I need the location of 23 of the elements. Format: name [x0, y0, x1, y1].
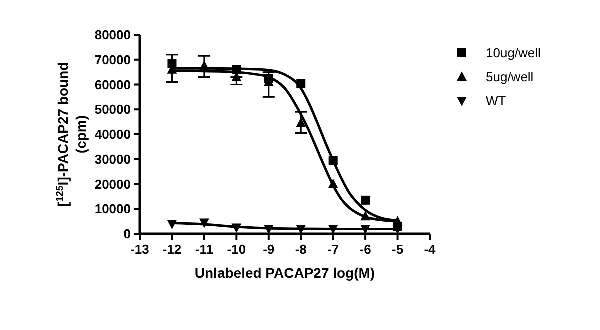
legend-label: 5ug/well [486, 70, 534, 85]
y-tick-label: 20000 [94, 176, 131, 192]
x-tick-label: -10 [227, 242, 246, 257]
x-tick-label: -6 [360, 242, 372, 257]
legend-label: WT [486, 94, 506, 109]
x-tick-label: -13 [130, 242, 150, 257]
x-axis-title: Unlabeled PACAP27 log(M) [194, 265, 376, 281]
y-tick-label: 60000 [94, 77, 131, 92]
y-tick-label: 80000 [94, 28, 131, 43]
y-tick-label: 50000 [94, 102, 131, 118]
x-tick-label: -9 [263, 242, 275, 257]
legend-label: 10ug/well [486, 46, 542, 61]
x-tick-label: -8 [295, 242, 307, 257]
x-tick-label: -11 [195, 242, 214, 257]
x-tick-label: -12 [162, 242, 182, 257]
x-tick-label: -4 [424, 242, 437, 257]
x-tick-label: -5 [392, 242, 404, 257]
y-tick-label: 0 [124, 226, 131, 242]
y-tick-label: 70000 [94, 52, 131, 68]
y-tick-label: 40000 [94, 127, 131, 142]
y-tick-label: 30000 [94, 152, 131, 167]
y-tick-label: 10000 [94, 202, 131, 217]
x-tick-label: -7 [328, 242, 340, 257]
